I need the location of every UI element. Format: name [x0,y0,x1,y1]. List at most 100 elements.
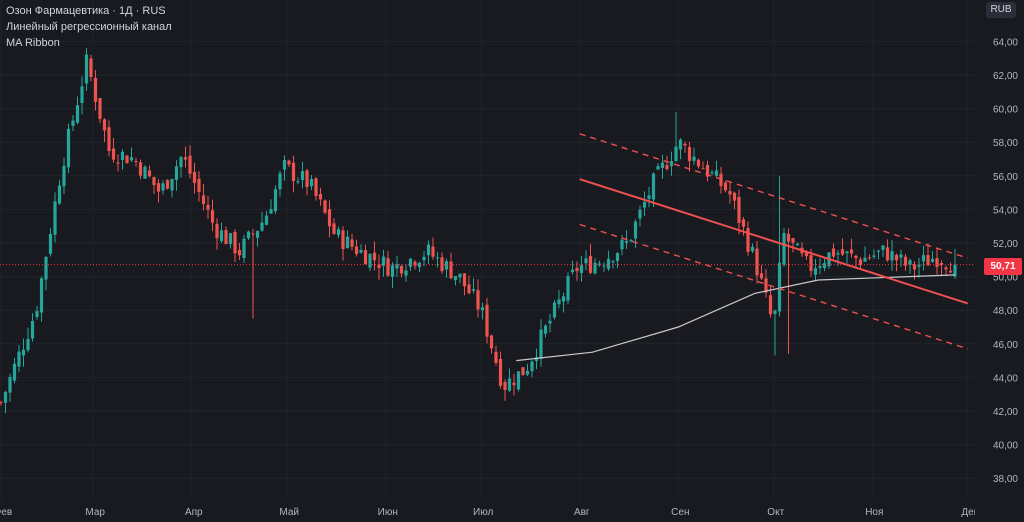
candle-body [458,273,462,278]
ma-line [516,274,956,362]
time-axis[interactable]: Фев Мар Апр Май Июн Июл Авг Сен Окт Ноя Дек [0,500,975,522]
candle-body [525,370,530,375]
candle-body [674,146,678,161]
candle-body [651,173,656,200]
candle-body [197,178,201,192]
candle-body [471,289,476,291]
candle-body [737,196,741,223]
candle-body [687,146,692,161]
candle-body [449,261,453,279]
candle-body [863,257,867,262]
price-chart[interactable] [0,0,975,500]
candle-body [597,263,602,265]
candle-body [57,185,62,204]
time-axis-labels: Фев Мар Апр Май Июн Июл Авг Сен Окт Ноя Дек [0,507,975,518]
candle-body [201,195,206,204]
candle-body [116,162,120,164]
candle-body [953,264,957,277]
candle-body [804,251,809,257]
candle-body [368,254,372,268]
candle-body [692,156,696,161]
candle-body [453,275,458,281]
price-axis-labels: 38,00 40,00 42,00 44,00 46,00 48,00 50,00 52,00… [993,37,1018,485]
candle-body [854,255,858,259]
y-tick-label: 64,00 [993,37,1018,48]
candle-body [836,253,840,255]
candle-body [845,251,849,254]
candle-body [534,357,539,361]
candle-body [570,269,575,273]
chart-area[interactable] [0,0,975,500]
candle-body [30,321,35,339]
candle-body [822,263,827,269]
candle-body [561,296,566,302]
y-tick-label: 50,00 [993,273,1018,284]
candle-body [710,172,714,174]
candle-body [327,209,332,227]
indicator-ma-ribbon[interactable]: MA Ribbon [6,37,60,49]
candle-body [80,86,84,104]
candle-body [903,256,908,266]
candle-body [332,223,336,234]
candle-body [899,254,903,258]
candle-body [413,261,417,266]
candle-body [858,259,863,266]
y-tick-label: 62,00 [993,71,1018,82]
candle-body [138,162,143,176]
candle-body [314,178,318,197]
candle-body [633,221,638,239]
candle-body [588,255,593,273]
candle-body [467,284,471,294]
x-tick-label: Мар [85,507,105,518]
candle-body [26,338,30,351]
candle-body [557,299,561,305]
candle-body [228,233,233,244]
candle-body [183,157,188,160]
candle-body [611,261,615,263]
candle-body [111,148,116,160]
candle-body [656,166,660,170]
price-axis[interactable]: 38,00 40,00 42,00 44,00 46,00 48,00 50,00 52,00… [975,0,1024,500]
candle-body [872,255,876,257]
candle-body [282,159,287,170]
candle-body [512,382,516,386]
candle-body [683,143,687,146]
candle-body [507,378,512,391]
candle-body [260,222,264,231]
candle-body [174,166,179,181]
y-tick-label: 60,00 [993,105,1018,116]
candle-body [939,262,944,266]
candle-body [876,250,881,252]
x-tick-label: Май [279,507,299,518]
candle-body [921,255,926,262]
candle-body [579,265,584,273]
indicator-regression-channel[interactable]: Линейный регрессионный канал [6,21,172,33]
candle-body [269,209,273,214]
candle-body [908,260,912,265]
candle-body [107,127,111,152]
candle-body [422,256,426,261]
candle-body [638,209,642,219]
candle-body [35,311,39,317]
candle-body [435,257,440,259]
candle-body [237,249,242,256]
candle-body [210,210,215,223]
candle-body [264,215,269,225]
candle-body [363,250,368,265]
candle-body [98,98,102,119]
candle-body [503,382,507,390]
candle-body [741,219,746,227]
candle-body [323,200,327,213]
y-tick-label: 48,00 [993,306,1018,317]
candle-body [777,262,782,312]
candle-body [341,230,345,250]
symbol-title[interactable]: Озон Фармацевтика · 1Д · RUS [6,5,166,17]
currency-button[interactable]: RUB [986,2,1016,18]
candle-body [305,170,309,188]
chart-legend: Озон Фармацевтика · 1Д · RUS Линейный ре… [6,3,172,51]
candle-body [431,246,435,257]
candle-body [404,270,408,276]
candle-body [831,248,836,257]
candle-body [350,239,354,247]
candle-body [53,201,57,235]
